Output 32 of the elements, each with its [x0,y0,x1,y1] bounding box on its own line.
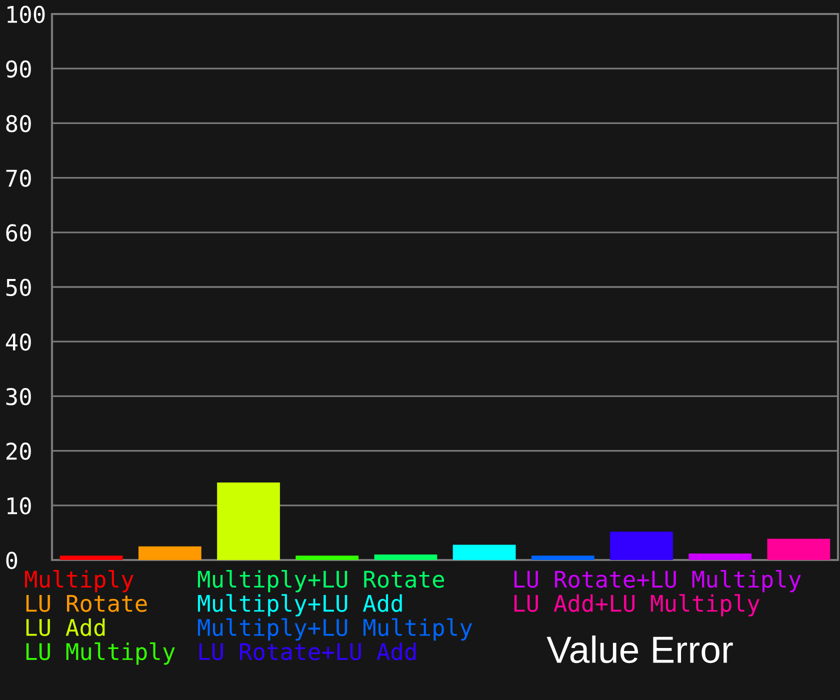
y-tick-label: 40 [6,333,31,351]
text: Multiply+LU Multiply [198,618,472,641]
bar [452,544,516,560]
bar [688,553,752,560]
y-tick-label: 10 [8,497,31,514]
y-tick-label: 70 [6,170,31,187]
bar [296,556,359,560]
bar [531,556,594,560]
bar [60,556,123,560]
y-tick-label: 100 [8,6,45,24]
y-tick-label: 60 [6,224,31,242]
text: LU Multiply [26,642,175,665]
series-label: Multiply [24,570,134,592]
series-label: LU Rotate+LU Multiply [514,570,801,592]
text: Multiply+LU Add [198,594,402,616]
y-tick-label: 50 [6,278,31,296]
text: LU Rotate+LU Add [199,642,416,660]
y-tick-label: 0 [6,552,18,570]
series-label: Multiply+LU Rotate [198,570,444,592]
bar [767,538,830,560]
bar [138,546,202,560]
text: LU Add [26,618,105,636]
series-label: LU Rotate [26,594,147,612]
bar [374,554,438,560]
bar [217,482,280,560]
y-tick-label: 20 [6,442,31,460]
text: Value Error [546,636,733,664]
y-tick-label: 80 [6,114,31,132]
series-label: LU Add+LU Multiply [514,594,760,616]
y-tick-label: 30 [6,388,31,406]
bar [610,532,673,560]
y-tick-label: 90 [6,60,31,78]
